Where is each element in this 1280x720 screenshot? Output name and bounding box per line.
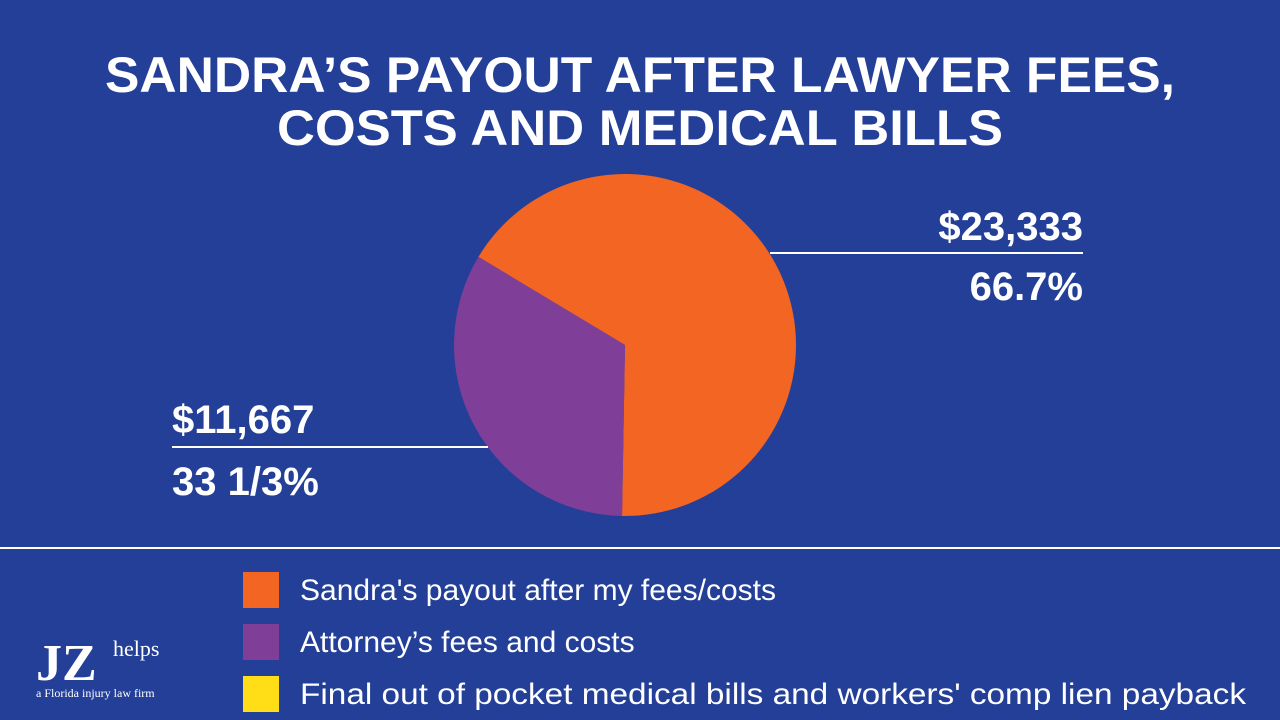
- value-label: $11,667: [172, 398, 314, 442]
- legend-label: Sandra's payout after my fees/costs: [300, 574, 776, 607]
- legend-swatch: [243, 572, 279, 608]
- pie-slice: [478, 256, 625, 345]
- legend-swatch: [243, 624, 279, 660]
- logo-tagline: a Florida injury law firm: [36, 686, 155, 700]
- chart-title: SANDRA’S PAYOUT AFTER LAWYER FEES,: [105, 47, 1175, 103]
- value-label: $23,333: [938, 205, 1083, 249]
- chart-title: COSTS AND MEDICAL BILLS: [277, 100, 1003, 156]
- legend-swatch: [243, 676, 279, 712]
- logo-mark: JZ: [36, 635, 97, 692]
- share-label: 33 1/3%: [172, 460, 319, 504]
- pie-slice: [478, 174, 796, 516]
- pie-slice: [454, 256, 625, 516]
- share-label: 66.7%: [970, 265, 1083, 309]
- logo-word: helps: [113, 636, 159, 661]
- logo: JZ helps a Florida injury law firm: [36, 635, 159, 700]
- legend-label: Final out of pocket medical bills and wo…: [300, 678, 1247, 711]
- legend-label: Attorney’s fees and costs: [300, 626, 635, 659]
